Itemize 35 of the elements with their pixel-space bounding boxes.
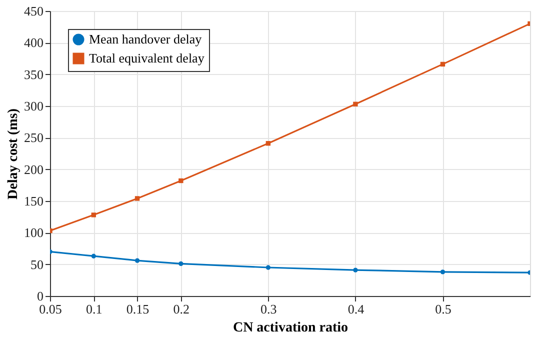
x-tick-label: 0.15: [126, 302, 150, 316]
point: [353, 102, 358, 106]
point: [353, 268, 358, 272]
x-tick-label: 0.5: [435, 302, 452, 316]
point: [266, 141, 271, 146]
x-tick-label: 0.2: [173, 302, 190, 316]
line-series: [50, 21, 530, 234]
legend-label: Total equivalent delay: [89, 50, 205, 66]
x-tick-label: 0.1: [86, 302, 102, 316]
y-tick-label: 0: [37, 288, 44, 304]
point: [91, 254, 96, 258]
x-tick-label: 0.3: [260, 302, 277, 316]
y-tick-label: 350: [24, 66, 44, 82]
point: [91, 212, 96, 218]
y-tick-label: 200: [24, 162, 44, 177]
x-tick-label: 0.4: [348, 302, 365, 316]
y-tick-label: 250: [24, 130, 44, 146]
legend-label: Mean handover delay: [89, 32, 202, 46]
point: [134, 258, 140, 263]
x-tick-label: 0.05: [39, 302, 62, 316]
y-tick-label: 450: [24, 4, 44, 18]
y-axis-title: Delay cost (ms): [6, 108, 21, 200]
y-tick-label: 300: [24, 98, 44, 114]
x-axis-title: CN activation ratio: [232, 320, 348, 336]
point: [178, 261, 184, 266]
y-tick-label: 400: [24, 35, 44, 50]
point: [134, 196, 140, 201]
y-tick-label: 50: [30, 256, 44, 272]
line-series: [50, 249, 530, 275]
point: [440, 270, 446, 274]
y-tick-label: 100: [24, 225, 44, 240]
point: [178, 178, 184, 184]
point: [440, 62, 446, 67]
point: [266, 265, 271, 270]
y-tick-label: 150: [24, 194, 44, 208]
